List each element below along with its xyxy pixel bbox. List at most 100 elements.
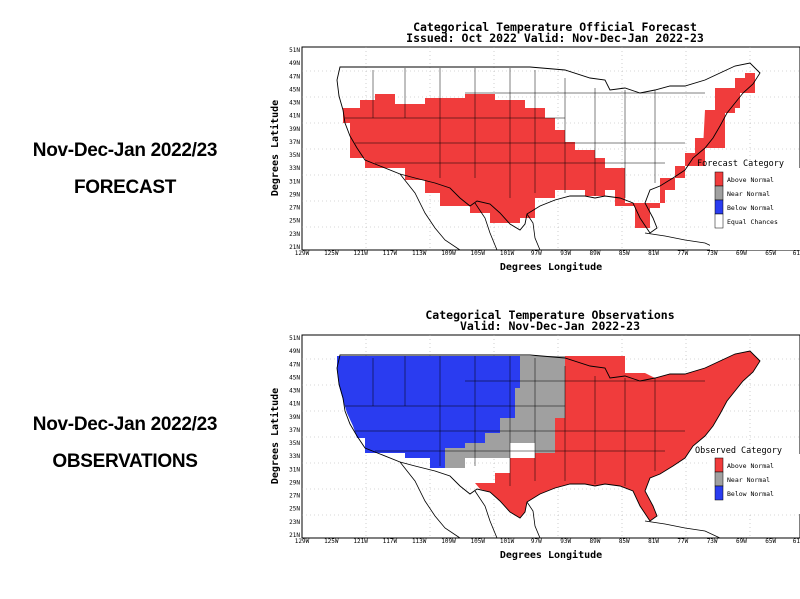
lon-tick-label: 125W (324, 538, 339, 545)
lon-tick-label: 121W (353, 250, 368, 257)
obs-title-line1: Categorical Temperature Observations (425, 308, 674, 322)
lon-tick-label: 129W (295, 250, 310, 257)
forecast-legend-swatch-above (714, 171, 724, 187)
forecast-legend-swatch-near (714, 185, 724, 201)
obs-legend-label-above: Above Normal (727, 462, 774, 470)
obs-legend-label-near: Near Normal (727, 476, 770, 484)
observations-map: Categorical Temperature Observations Val… (269, 308, 800, 561)
lon-tick-label: 93W (560, 538, 571, 545)
lon-tick-label: 85W (619, 538, 630, 545)
lat-tick-label: 43N (289, 388, 300, 395)
obs-word-label: OBSERVATIONS (52, 451, 198, 472)
lon-tick-label: 73W (707, 538, 718, 545)
obs-mexico-coast (399, 461, 541, 539)
lat-tick-label: 37N (289, 427, 300, 434)
lon-tick-label: 89W (590, 538, 601, 545)
forecast-title-line1: Categorical Temperature Official Forecas… (413, 20, 697, 34)
forecast-map-area: Forecast Category Above Normal Near Norm… (301, 46, 800, 251)
forecast-map-panel: Categorical Temperature Official Forecas… (265, 18, 800, 298)
forecast-period-label: Nov-Dec-Jan 2022/23 (32, 140, 218, 161)
forecast-legend-label-near: Near Normal (727, 190, 770, 198)
forecast-above-normal-region (343, 73, 755, 228)
obs-period-label: Nov-Dec-Jan 2022/23 (32, 414, 218, 435)
lat-tick-label: 51N (289, 47, 300, 54)
lon-tick-label: 101W (500, 250, 515, 257)
lat-tick-label: 47N (289, 361, 300, 368)
forecast-us-outline (336, 62, 761, 234)
lat-tick-label: 33N (289, 165, 300, 172)
forecast-legend: Forecast Category Above Normal Near Norm… (697, 159, 800, 250)
lon-tick-label: 125W (324, 250, 339, 257)
forecast-legend-swatch-ec (714, 213, 724, 229)
obs-legend-title: Observed Category (695, 446, 782, 456)
lon-tick-label: 65W (765, 538, 776, 545)
lat-tick-label: 41N (289, 401, 300, 408)
forecast-above-normal-east (703, 78, 750, 148)
lon-tick-label: 81W (648, 538, 659, 545)
forecast-legend-label-below: Below Normal (727, 204, 774, 212)
forecast-lat-ticks: 51N 49N 47N 45N 43N 41N 39N 37N 35N 33N 31N 29N 27N 2… (289, 47, 300, 251)
forecast-legend-label-above: Above Normal (727, 176, 774, 184)
observations-map-panel: Categorical Temperature Observations Val… (265, 308, 800, 588)
lat-tick-label: 23N (289, 519, 300, 526)
obs-ylabel: Degrees Latitude (269, 388, 281, 484)
forecast-word-label: FORECAST (73, 177, 177, 198)
lon-tick-label: 89W (590, 250, 601, 257)
lon-tick-label: 65W (765, 250, 776, 257)
lat-tick-label: 37N (289, 139, 300, 146)
lat-tick-label: 45N (289, 374, 300, 381)
lat-tick-label: 27N (289, 205, 300, 212)
lon-tick-label: 81W (648, 250, 659, 257)
lat-tick-label: 31N (289, 466, 300, 473)
obs-cuba (644, 520, 721, 539)
lat-tick-label: 23N (289, 231, 300, 238)
obs-xlabel: Degrees Longitude (500, 549, 602, 561)
lat-tick-label: 41N (289, 113, 300, 120)
obs-above-normal-region (475, 351, 760, 521)
lon-tick-label: 109W (441, 538, 456, 545)
lat-tick-label: 33N (289, 453, 300, 460)
lat-tick-label: 39N (289, 414, 300, 421)
lon-tick-label: 101W (500, 538, 515, 545)
lat-tick-label: 21N (289, 244, 300, 251)
forecast-legend-title: Forecast Category (697, 159, 784, 169)
forecast-state-lines (345, 68, 705, 198)
lat-tick-label: 35N (289, 152, 300, 159)
lon-tick-label: 69W (736, 250, 747, 257)
obs-lon-ticks: 129W 125W 121W 117W 113W 109W 105W 101W 97W 93W 89… (295, 538, 800, 545)
lat-tick-label: 25N (289, 506, 300, 513)
obs-state-lines (345, 356, 705, 486)
obs-title-line2: Valid: Nov-Dec-Jan 2022-23 (460, 319, 640, 333)
forecast-lon-ticks: 129W 125W 121W 117W 113W 109W 105W 101W 97W 93W 89… (295, 250, 800, 257)
lon-tick-label: 69W (736, 538, 747, 545)
forecast-mexico-coast (399, 173, 541, 251)
lat-tick-label: 35N (289, 440, 300, 447)
forecast-map: Categorical Temperature Official Forecas… (269, 20, 800, 273)
lon-tick-label: 129W (295, 538, 310, 545)
lon-tick-label: 113W (412, 538, 427, 545)
lon-tick-label: 121W (353, 538, 368, 545)
lat-tick-label: 29N (289, 479, 300, 486)
obs-legend-swatch-below (714, 485, 724, 501)
obs-legend: Observed Category Above Normal Near Norm… (695, 446, 800, 514)
lat-tick-label: 29N (289, 191, 300, 198)
lon-tick-label: 97W (531, 250, 542, 257)
lat-tick-label: 31N (289, 178, 300, 185)
lat-tick-label: 49N (289, 60, 300, 67)
obs-near-normal-region (445, 356, 570, 468)
lon-tick-label: 113W (412, 250, 427, 257)
obs-below-normal-region (337, 356, 520, 468)
lat-tick-label: 49N (289, 348, 300, 355)
lon-tick-label: 109W (441, 250, 456, 257)
forecast-ylabel: Degrees Latitude (269, 100, 281, 196)
lon-tick-label: 105W (471, 250, 486, 257)
lat-tick-label: 43N (289, 100, 300, 107)
lat-tick-label: 21N (289, 532, 300, 539)
obs-lat-ticks: 51N 49N 47N 45N 43N 41N 39N 37N 35N 33N 31N 29N 27N 2… (289, 335, 300, 539)
lon-tick-label: 97W (531, 538, 542, 545)
forecast-title-line2: Issued: Oct 2022 Valid: Nov-Dec-Jan 2022… (406, 31, 704, 45)
obs-us-outline (336, 350, 761, 522)
obs-legend-label-below: Below Normal (727, 490, 774, 498)
forecast-legend-swatch-below (714, 199, 724, 215)
forecast-legend-label-ec: Equal Chances (727, 218, 778, 226)
